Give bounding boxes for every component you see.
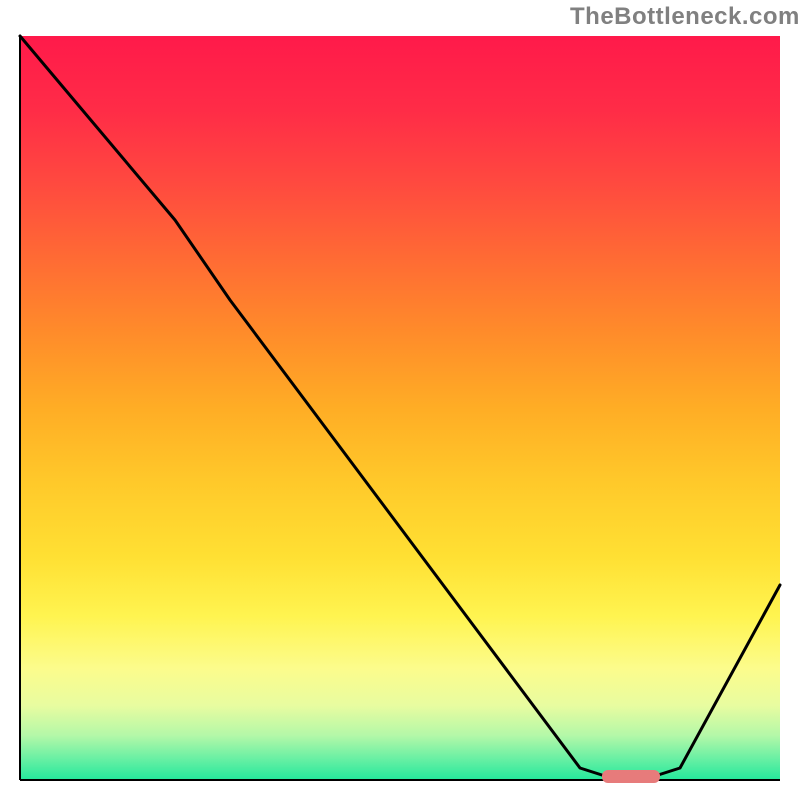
optimal-marker <box>602 770 660 783</box>
bottleneck-chart: TheBottleneck.com <box>0 0 800 800</box>
plot-background <box>20 36 780 780</box>
chart-svg <box>0 0 800 800</box>
watermark-text: TheBottleneck.com <box>570 3 800 31</box>
